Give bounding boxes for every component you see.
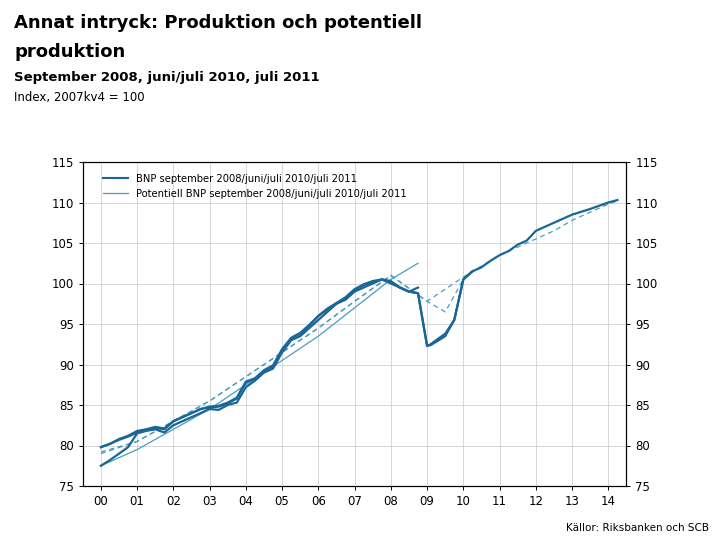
Text: September 2008, juni/juli 2010, juli 2011: September 2008, juni/juli 2010, juli 201… (14, 71, 320, 84)
Legend: BNP september 2008/juni/juli 2010/juli 2011, Potentiell BNP september 2008/juni/: BNP september 2008/juni/juli 2010/juli 2… (99, 170, 410, 203)
Text: Annat intryck: Produktion och potentiell: Annat intryck: Produktion och potentiell (14, 14, 423, 31)
Text: Index, 2007kv4 = 100: Index, 2007kv4 = 100 (14, 91, 145, 104)
Text: Källor: Riksbanken och SCB: Källor: Riksbanken och SCB (566, 523, 709, 533)
Text: produktion: produktion (14, 43, 126, 61)
Text: SVERIGES
RIKSBANK: SVERIGES RIKSBANK (639, 70, 683, 90)
